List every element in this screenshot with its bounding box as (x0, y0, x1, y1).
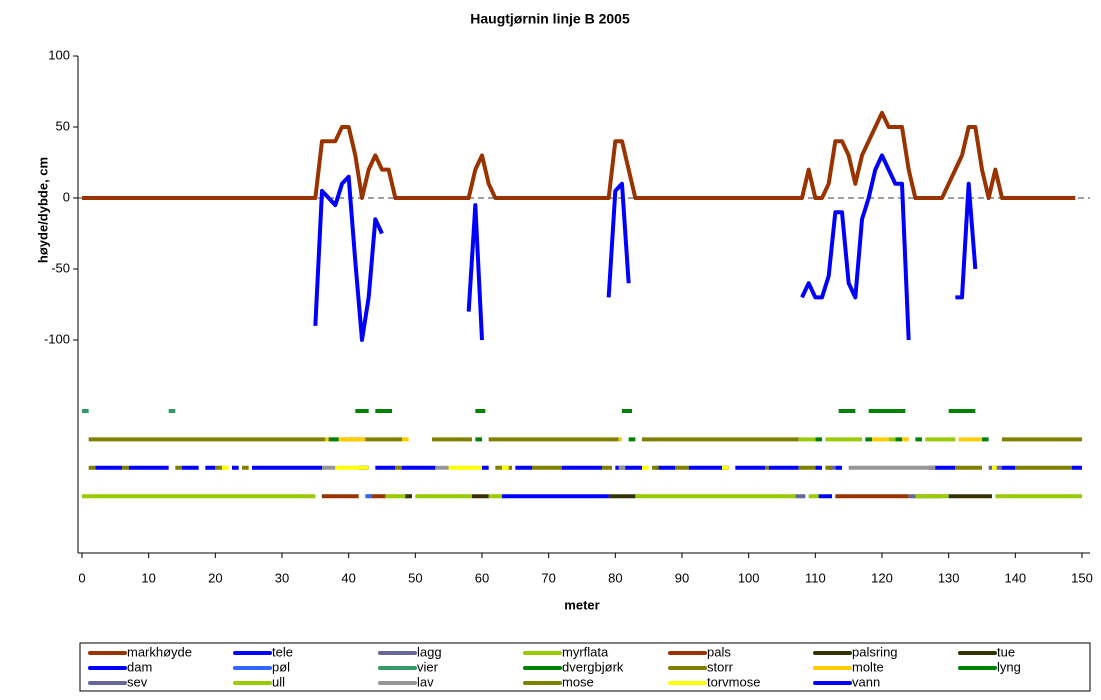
legend-label: mose (562, 674, 594, 689)
legend-label: ull (272, 674, 285, 689)
x-tick-label: 90 (675, 570, 689, 585)
y-tick-label: -50 (51, 260, 70, 275)
legend-label: lyng (997, 659, 1021, 674)
legend-label: myrflata (562, 644, 609, 659)
series-line (313, 153, 978, 342)
legend-label: torvmose (707, 674, 760, 689)
x-axis-label: meter (564, 597, 599, 612)
x-tick-label: 150 (1071, 570, 1093, 585)
x-tick-label: 80 (608, 570, 622, 585)
legend-label: dvergbjørk (562, 659, 624, 674)
legend-label: markhøyde (127, 644, 192, 659)
y-tick-label: 50 (56, 118, 70, 133)
y-tick-label: 100 (48, 47, 70, 62)
legend-label: tue (997, 644, 1015, 659)
x-tick-label: 50 (408, 570, 422, 585)
x-tick-label: 20 (208, 570, 222, 585)
x-tick-label: 130 (938, 570, 960, 585)
legend-label: palsring (852, 644, 898, 659)
legend-label: lagg (417, 644, 442, 659)
legend-label: tele (272, 644, 293, 659)
y-tick-label: 0 (63, 189, 70, 204)
x-tick-label: 120 (871, 570, 893, 585)
legend-label: sev (127, 674, 148, 689)
series-line (82, 110, 1076, 200)
x-tick-label: 30 (275, 570, 289, 585)
chart-title: Haugtjørnin linje B 2005 (470, 11, 630, 27)
y-axis-label: høyde/dybde, cm (35, 157, 50, 263)
legend-label: dam (127, 659, 152, 674)
y-tick-label: -100 (44, 331, 70, 346)
x-tick-label: 100 (738, 570, 760, 585)
legend-label: storr (707, 659, 734, 674)
legend-label: pøl (272, 659, 290, 674)
legend-label: molte (852, 659, 884, 674)
x-tick-label: 70 (541, 570, 555, 585)
legend-label: vann (852, 674, 880, 689)
legend-label: lav (417, 674, 434, 689)
x-tick-label: 40 (341, 570, 355, 585)
legend-label: pals (707, 644, 731, 659)
x-tick-label: 60 (475, 570, 489, 585)
x-tick-label: 140 (1004, 570, 1026, 585)
x-tick-label: 110 (805, 570, 826, 585)
legend-label: vier (417, 659, 439, 674)
x-tick-label: 10 (141, 570, 155, 585)
x-tick-label: 0 (78, 570, 85, 585)
